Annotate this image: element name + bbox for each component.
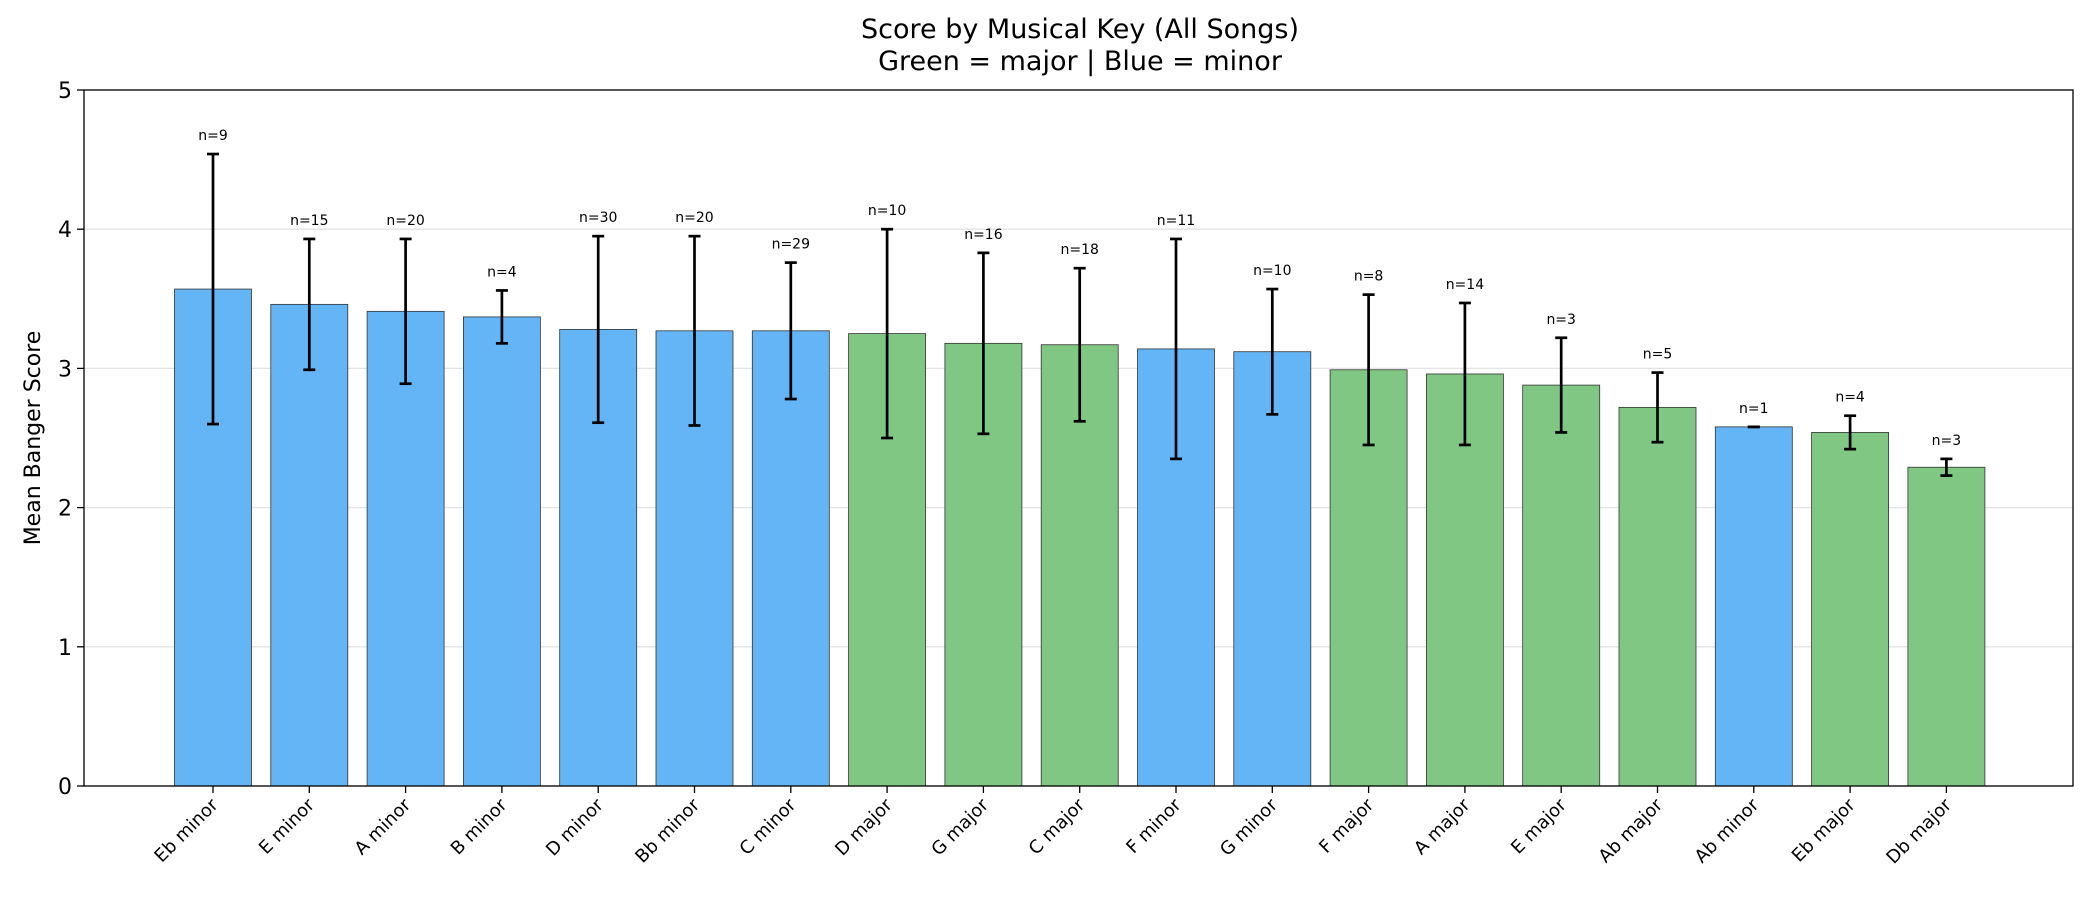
bar bbox=[1233, 351, 1312, 787]
count-label: n=3 bbox=[1546, 312, 1576, 328]
count-label: n=14 bbox=[1446, 277, 1485, 293]
count-label: n=8 bbox=[1354, 269, 1384, 285]
count-label: n=4 bbox=[487, 264, 517, 280]
y-tick-label: 2 bbox=[58, 497, 72, 522]
x-tick-label: F minor bbox=[1122, 794, 1186, 858]
x-tick-label: G major bbox=[927, 794, 993, 860]
count-label: n=10 bbox=[868, 203, 906, 219]
x-tick-label: E minor bbox=[255, 794, 319, 858]
y-tick-label: 0 bbox=[58, 775, 72, 800]
bar bbox=[1618, 406, 1697, 787]
y-tick-label: 5 bbox=[58, 79, 72, 104]
count-label: n=11 bbox=[1157, 213, 1195, 229]
x-tick-label: D minor bbox=[542, 794, 608, 860]
x-tick-label: G minor bbox=[1216, 794, 1282, 860]
x-tick-label: Eb minor bbox=[150, 794, 222, 866]
count-label: n=1 bbox=[1739, 401, 1769, 417]
count-label: n=20 bbox=[675, 210, 713, 226]
x-tick-label: A minor bbox=[351, 794, 416, 859]
bar bbox=[751, 330, 830, 787]
chart-title: Score by Musical Key (All Songs) bbox=[861, 14, 1299, 45]
y-tick-label: 4 bbox=[58, 218, 72, 243]
count-label: n=15 bbox=[290, 213, 328, 229]
x-tick-label: Db major bbox=[1882, 794, 1956, 868]
x-tick-label: Ab minor bbox=[1691, 794, 1764, 867]
count-label: n=18 bbox=[1060, 242, 1098, 258]
x-tick-label: Ab major bbox=[1595, 794, 1668, 867]
x-tick-label: C major bbox=[1025, 794, 1090, 859]
x-tick-label: E major bbox=[1507, 794, 1571, 858]
plot-frame bbox=[83, 89, 2074, 787]
bar bbox=[1522, 384, 1601, 787]
x-tick-label: F major bbox=[1315, 794, 1378, 857]
bar bbox=[366, 310, 445, 787]
count-label: n=3 bbox=[1932, 433, 1962, 449]
bar bbox=[462, 316, 541, 787]
count-label: n=10 bbox=[1253, 263, 1291, 279]
count-label: n=29 bbox=[772, 237, 810, 253]
count-label: n=5 bbox=[1643, 347, 1673, 363]
y-tick-label: 1 bbox=[58, 636, 72, 661]
count-label: n=4 bbox=[1835, 390, 1865, 406]
y-tick-label: 3 bbox=[58, 357, 72, 382]
bar bbox=[1811, 432, 1889, 787]
bar bbox=[1907, 466, 1986, 787]
y-axis-label: Mean Banger Score bbox=[21, 331, 46, 546]
count-label: n=16 bbox=[964, 227, 1003, 243]
x-tick-label: C minor bbox=[736, 794, 801, 859]
bar bbox=[270, 303, 349, 787]
x-tick-label: B minor bbox=[447, 794, 512, 859]
bar bbox=[1714, 426, 1793, 787]
x-tick-label: A major bbox=[1410, 794, 1475, 859]
count-label: n=9 bbox=[198, 128, 228, 144]
chart-subtitle: Green = major | Blue = minor bbox=[878, 46, 1283, 77]
count-label: n=20 bbox=[386, 213, 424, 229]
x-tick-label: D major bbox=[831, 794, 897, 860]
x-tick-label: Bb minor bbox=[631, 794, 704, 867]
count-label: n=30 bbox=[579, 210, 617, 226]
x-tick-label: Eb major bbox=[1788, 794, 1860, 866]
